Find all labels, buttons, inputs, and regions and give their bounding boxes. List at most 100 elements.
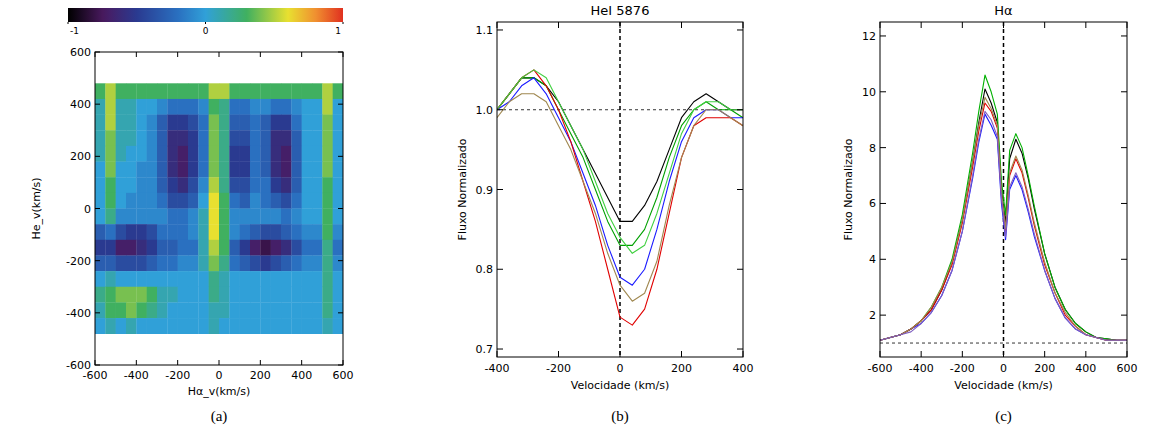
cell [302, 255, 313, 271]
y-tick [338, 312, 343, 313]
cell [312, 287, 323, 303]
cell [157, 130, 168, 146]
cell [333, 99, 343, 115]
cell [240, 318, 251, 334]
frame [497, 22, 743, 357]
cell [271, 130, 282, 146]
cell [136, 209, 147, 225]
cell [136, 240, 147, 256]
spectrum-line [880, 111, 1127, 340]
cell [95, 130, 106, 146]
cell [178, 271, 189, 287]
cell [281, 224, 292, 240]
cell [333, 193, 343, 209]
cell [219, 83, 230, 99]
cell [260, 146, 271, 162]
cell [322, 255, 333, 271]
cell [167, 83, 178, 99]
cell [281, 209, 292, 225]
cell [271, 302, 282, 318]
cell [209, 255, 220, 271]
x-tick-label: -200 [546, 362, 571, 375]
x-tick-label: 0 [1000, 362, 1007, 375]
x-tick [681, 351, 682, 357]
cell [136, 83, 147, 99]
cell [105, 224, 116, 240]
y-tick [497, 109, 503, 110]
cell [178, 83, 189, 99]
cell [188, 318, 199, 334]
spectrum-line [497, 78, 743, 222]
cell [136, 162, 147, 178]
y-tick [737, 29, 743, 30]
cell [167, 224, 178, 240]
x-tick [1003, 22, 1004, 28]
cell [240, 130, 251, 146]
cell [209, 146, 220, 162]
y-tick [497, 189, 503, 190]
x-tick-label: 0 [216, 369, 223, 382]
cell [157, 287, 168, 303]
cell [209, 115, 220, 131]
cell [281, 302, 292, 318]
cell [260, 209, 271, 225]
cell [322, 271, 333, 287]
cell [116, 255, 127, 271]
heatmap-panel: -101-600-400-2000200400600-600-400-20002… [30, 8, 354, 425]
cell [178, 162, 189, 178]
cell [198, 224, 209, 240]
cell [312, 99, 323, 115]
panel-caption: (a) [211, 408, 228, 425]
y-tick [880, 35, 886, 36]
cell [178, 318, 189, 334]
cell [95, 224, 106, 240]
y-tick [880, 315, 886, 316]
y-tick [95, 208, 100, 209]
cell [312, 177, 323, 193]
cell [219, 209, 230, 225]
cell [260, 130, 271, 146]
cell [312, 271, 323, 287]
x-tick [301, 360, 302, 365]
cell [219, 130, 230, 146]
spectrum-line [880, 103, 1127, 340]
cell [147, 130, 158, 146]
cell [322, 162, 333, 178]
cell [147, 193, 158, 209]
cell [271, 177, 282, 193]
y-tick [1121, 259, 1127, 260]
cell [302, 130, 313, 146]
cell [105, 302, 116, 318]
x-tick [95, 360, 96, 365]
cell [260, 302, 271, 318]
cell [312, 302, 323, 318]
x-tick-label: -200 [165, 369, 190, 382]
cell [167, 130, 178, 146]
cell [302, 224, 313, 240]
cell [250, 130, 261, 146]
cell [240, 302, 251, 318]
cell [157, 318, 168, 334]
cell [105, 209, 116, 225]
cell [281, 177, 292, 193]
spectrum-line [880, 114, 1127, 340]
x-tick [497, 22, 498, 28]
cell [178, 255, 189, 271]
cell [229, 302, 240, 318]
cell [147, 318, 158, 334]
cell [260, 255, 271, 271]
cell [95, 83, 106, 99]
cell [136, 287, 147, 303]
cell [105, 162, 116, 178]
cell [126, 193, 137, 209]
cell [322, 302, 333, 318]
cell [260, 193, 271, 209]
cell [188, 255, 199, 271]
cell [219, 177, 230, 193]
x-tick-label: 400 [733, 362, 754, 375]
cell [188, 83, 199, 99]
y-tick-label: 12 [862, 30, 876, 43]
cell [95, 318, 106, 334]
cell [240, 240, 251, 256]
x-tick [136, 360, 137, 365]
